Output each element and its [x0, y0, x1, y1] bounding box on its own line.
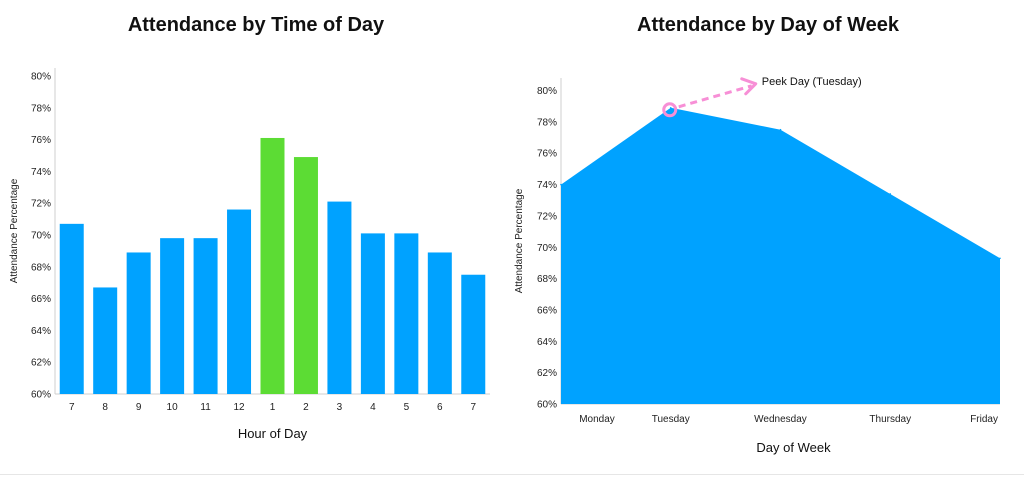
y-tick-label: 66%	[31, 294, 51, 305]
y-tick-label: 70%	[31, 230, 51, 241]
y-tick-label: 80%	[31, 71, 51, 82]
y-tick-label: 78%	[31, 103, 51, 114]
x-tick-label: 5	[404, 402, 410, 413]
time-of-day-chart-title: Attendance by Time of Day	[127, 14, 385, 36]
x-tick-label: 11	[200, 402, 211, 413]
x-tick-label: 4	[370, 402, 376, 413]
y-tick-label: 72%	[31, 199, 51, 210]
annotation-arrow-head	[740, 77, 758, 96]
x-tick-label: Tuesday	[652, 414, 690, 425]
x-tick-label: Thursday	[869, 414, 911, 425]
bar	[293, 157, 318, 394]
day-of-week-chart-panel: Attendance by Day of Week 60% 62% 64% 66% 68…	[512, 0, 1024, 477]
time-of-day-chart-panel: Attendance by Time of Day 60% 62% 64% 66% 68…	[9, 14, 490, 441]
y-tick-label: 66%	[537, 305, 557, 316]
bottom-divider	[0, 474, 1024, 475]
x-tick-label: 7	[69, 402, 75, 413]
bar	[160, 238, 185, 394]
bar	[126, 252, 151, 394]
x-tick-label: Friday	[970, 414, 998, 425]
y-tick-label: 80%	[537, 86, 557, 97]
bar	[394, 233, 419, 394]
y-tick-label: 62%	[537, 368, 557, 379]
bar	[427, 252, 452, 394]
x-tick-label: 7	[470, 402, 476, 413]
x-axis-title: Day of Week	[756, 440, 831, 455]
y-tick-label: 70%	[537, 243, 557, 254]
bar	[193, 238, 218, 394]
x-tick-label: 6	[437, 402, 443, 413]
y-tick-label: 74%	[31, 167, 51, 178]
y-axis-title: Attendance Percentage	[514, 188, 525, 293]
bar	[461, 274, 486, 394]
y-tick-label: 78%	[537, 117, 557, 128]
y-tick-label: 68%	[31, 262, 51, 273]
y-tick-label: 64%	[537, 337, 557, 348]
area-series	[561, 107, 1000, 405]
x-tick-label: 8	[102, 402, 108, 413]
area-data-point	[889, 193, 892, 195]
y-tick-label: 64%	[31, 326, 51, 337]
y-tick-label: 76%	[537, 149, 557, 160]
y-tick-label: 60%	[537, 400, 557, 411]
x-tick-label: Wednesday	[754, 414, 807, 425]
time-of-day-bar-chart: 60%62%64%66%68%70%72%74%76%78%80%7 8 9 10 11…	[9, 68, 490, 441]
x-tick-label: 1	[270, 402, 276, 413]
area-data-point	[779, 128, 782, 131]
x-tick-label: 12	[233, 402, 245, 413]
day-of-week-area-chart: 60% 62% 64% 66% 68% 70% 72% 74% 76% 78% 80% Monday T…	[514, 76, 1001, 455]
bar	[227, 209, 252, 394]
x-tick-label: 2	[303, 402, 309, 413]
y-tick-label: 72%	[537, 211, 557, 222]
x-tick-label: 10	[167, 402, 179, 413]
area-data-point	[669, 106, 672, 109]
area-data-point	[560, 183, 562, 186]
y-tick-label: 76%	[31, 135, 51, 146]
annotation-arrow-line	[678, 84, 753, 109]
bar	[260, 137, 285, 394]
bar	[59, 223, 84, 394]
x-tick-label: Monday	[579, 414, 615, 425]
y-tick-label: 68%	[537, 274, 557, 285]
y-tick-label: 60%	[31, 390, 51, 401]
x-axis-title: Hour of Day	[238, 426, 308, 441]
peak-marker	[662, 102, 678, 118]
y-tick-label: 62%	[31, 358, 51, 369]
y-tick-label: 74%	[537, 180, 557, 191]
area-data-point	[999, 257, 1001, 260]
y-axis-title: Attendance Percentage	[9, 178, 20, 283]
bar	[327, 201, 352, 394]
day-of-week-chart-title: Attendance by Day of Week	[637, 14, 899, 36]
bar	[93, 287, 118, 394]
annotation-label: Peek Day (Tuesday)	[762, 76, 862, 88]
x-tick-label: 9	[136, 402, 142, 413]
bar	[360, 233, 385, 394]
x-tick-label: 3	[337, 402, 343, 413]
